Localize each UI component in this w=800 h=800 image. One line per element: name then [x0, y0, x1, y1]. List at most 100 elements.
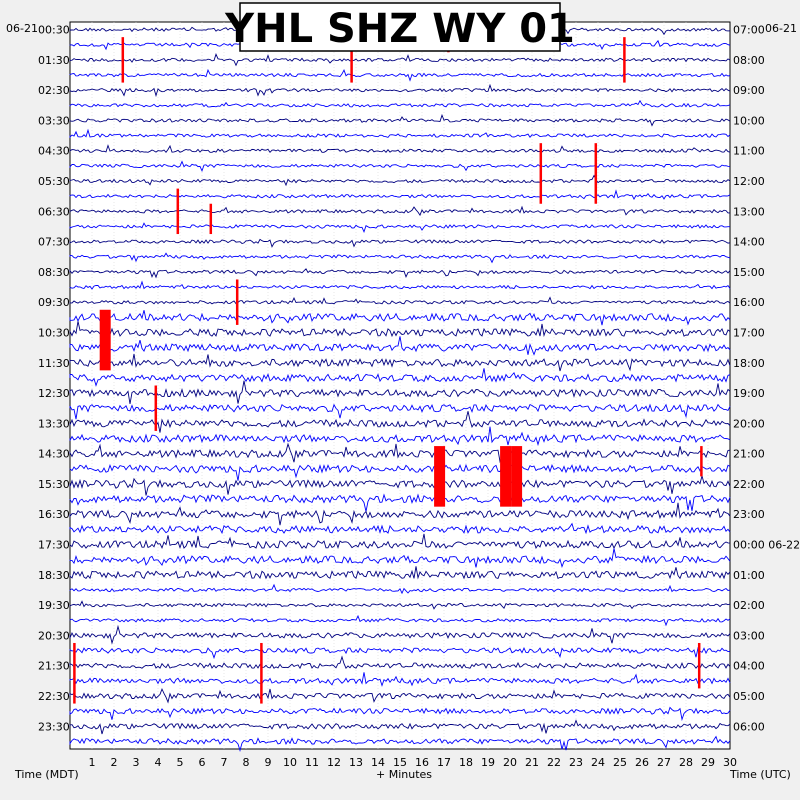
x-tick-label: 17: [437, 756, 451, 769]
right-time-label: 04:00: [733, 660, 765, 673]
chart-title: YHL SHZ WY 01: [224, 6, 575, 52]
trace-row: [69, 719, 731, 735]
right-time-label: 23:00: [733, 508, 765, 521]
left-time-label: 14:30: [38, 448, 70, 461]
clipped-event: [511, 446, 523, 507]
right-time-label: 16:00: [733, 296, 765, 309]
right-time-label: 13:00: [733, 205, 765, 218]
clipped-event: [73, 642, 76, 704]
x-tick-label: 25: [613, 756, 627, 769]
trace-row: [69, 252, 731, 264]
left-time-label: 21:30: [38, 660, 70, 673]
left-time-label: 02:30: [38, 84, 70, 97]
left-time-label: 07:30: [38, 236, 70, 249]
right-time-label: 22:00: [733, 478, 765, 491]
trace-row: [69, 68, 731, 82]
trace-row: [69, 144, 731, 154]
right-time-label: 17:00: [733, 326, 765, 339]
x-tick-label: 24: [591, 756, 605, 769]
left-axis-label: Time (MDT): [14, 768, 79, 781]
trace-row: [69, 403, 731, 420]
right-time-label: 11:00: [733, 145, 765, 158]
clipped-event: [539, 143, 543, 204]
trace-row: [69, 268, 731, 279]
right-time-label: 19:00: [733, 387, 765, 400]
left-time-label: 11:30: [38, 357, 70, 370]
x-tick-label: 22: [547, 756, 561, 769]
clipped-event: [154, 385, 158, 431]
x-tick-label: 26: [635, 756, 649, 769]
left-time-label: 18:30: [38, 569, 70, 582]
clipped-event: [623, 37, 626, 83]
trace-row: [69, 321, 731, 338]
trace-row: [69, 548, 731, 569]
date-left: 06-21: [6, 22, 38, 35]
x-tick-label: 27: [657, 756, 671, 769]
clipped-event: [697, 642, 701, 689]
x-tick-label: 6: [199, 756, 206, 769]
trace-row: [69, 646, 731, 660]
trace-row: [69, 533, 731, 550]
x-tick-label: 8: [243, 756, 250, 769]
right-time-label: 14:00: [733, 236, 765, 249]
trace-row: [69, 522, 731, 535]
clipped-event: [235, 279, 239, 325]
trace-row: [69, 566, 731, 580]
trace-row: [69, 238, 731, 248]
x-axis-label: + Minutes: [376, 768, 432, 781]
left-time-label: 15:30: [38, 478, 70, 491]
x-tick-label: 20: [503, 756, 517, 769]
right-time-label: 18:00: [733, 357, 765, 370]
right-time-label: 10:00: [733, 114, 765, 127]
right-time-label: 06:00: [733, 720, 765, 733]
trace-row: [69, 493, 731, 512]
trace-row: [69, 336, 731, 356]
right-axis-label: Time (UTC): [729, 768, 791, 781]
left-time-labels: 00:30 01:30 02:30 03:30 04:30 05:30 06:30 07:30…: [38, 24, 70, 734]
right-time-label: 21:00: [733, 448, 765, 461]
left-time-label: 00:30: [38, 24, 70, 37]
trace-row: [69, 614, 731, 627]
right-time-label: 03:00: [733, 629, 765, 642]
clipped-event: [260, 642, 263, 704]
right-time-label: 12:00: [733, 175, 765, 188]
clipped-event: [700, 446, 703, 477]
left-time-label: 05:30: [38, 175, 70, 188]
x-tick-label: 10: [283, 756, 297, 769]
x-tick-label: 18: [459, 756, 473, 769]
x-tick-label: 5: [177, 756, 184, 769]
x-tick-label: 16: [415, 756, 429, 769]
clipped-event: [121, 37, 125, 83]
clipped-event: [594, 143, 598, 204]
clipped-event: [350, 22, 353, 83]
trace-row: [69, 113, 731, 127]
trace-row: [69, 280, 731, 290]
right-time-label: 09:00: [733, 84, 765, 97]
trace-row: [69, 353, 731, 372]
trace-row: [69, 463, 731, 481]
right-time-label: 20:00: [733, 417, 765, 430]
x-tick-label: 28: [679, 756, 693, 769]
left-time-label: 12:30: [38, 387, 70, 400]
x-axis-ticks: 1 2 3 4 5 6 7 8 9 10 11 12 13 14 15 16 17 18 19 20 21 22 23 24 2…: [89, 756, 738, 769]
right-time-label: 08:00: [733, 54, 765, 67]
left-time-label: 19:30: [38, 599, 70, 612]
right-time-label: 07:00: [733, 24, 765, 37]
trace-row: [69, 53, 731, 67]
left-time-label: 03:30: [38, 114, 70, 127]
left-time-label: 23:30: [38, 720, 70, 733]
trace-row: [69, 296, 731, 305]
x-tick-label: 13: [349, 756, 363, 769]
trace-row: [69, 502, 731, 526]
left-time-label: 09:30: [38, 296, 70, 309]
x-tick-label: 29: [701, 756, 715, 769]
left-time-label: 04:30: [38, 145, 70, 158]
trace-row: [69, 706, 731, 722]
trace-row: [69, 600, 731, 610]
right-time-label: 05:00: [733, 690, 765, 703]
clipped-event: [176, 188, 180, 235]
x-tick-label: 4: [155, 756, 162, 769]
left-time-label: 17:30: [38, 539, 70, 552]
x-tick-label: 2: [111, 756, 118, 769]
